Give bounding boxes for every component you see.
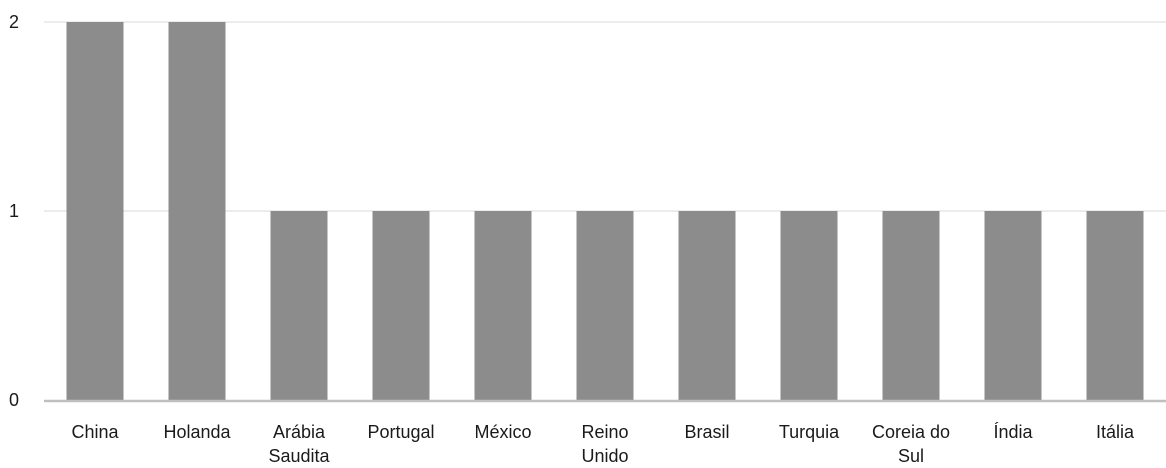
x-category-labels: China Holanda Arábia Saudita Portugal México R… [71, 422, 1135, 466]
x-category-label-line: Turquia [779, 422, 840, 442]
bar [780, 211, 838, 400]
x-category-label-line: China [71, 422, 119, 442]
bars [66, 22, 1144, 400]
bar [678, 211, 736, 400]
bar [66, 22, 124, 400]
x-category-label-line: Unido [581, 446, 628, 466]
x-category-label-line: Brasil [684, 422, 729, 442]
x-category-label-line: Reino [581, 422, 628, 442]
x-category-label-line: Índia [993, 422, 1033, 442]
x-category-label: Índia [993, 422, 1033, 442]
bar [882, 211, 940, 400]
x-category-label: Portugal [367, 422, 434, 442]
x-category-label: Coreia do Sul [872, 422, 950, 466]
bar [576, 211, 634, 400]
x-category-label: China [71, 422, 119, 442]
x-category-label-line: Saudita [268, 446, 330, 466]
x-category-label-line: Coreia do [872, 422, 950, 442]
bar [474, 211, 532, 400]
y-tick-label: 2 [9, 12, 19, 32]
x-category-label-line: Itália [1096, 422, 1135, 442]
x-category-label-line: Holanda [163, 422, 231, 442]
x-category-label: Arábia Saudita [268, 422, 330, 466]
x-category-label: Brasil [684, 422, 729, 442]
x-category-label: Holanda [163, 422, 231, 442]
bar [372, 211, 430, 400]
x-category-label: Itália [1096, 422, 1135, 442]
x-category-label: México [474, 422, 531, 442]
x-category-label-line: Portugal [367, 422, 434, 442]
x-category-label: Reino Unido [581, 422, 628, 466]
bar [168, 22, 226, 400]
x-category-label-line: Arábia [273, 422, 326, 442]
bar [1086, 211, 1144, 400]
bar [984, 211, 1042, 400]
y-tick-labels: 0 1 2 [9, 12, 19, 410]
y-tick-label: 1 [9, 201, 19, 221]
x-category-label-line: Sul [898, 446, 924, 466]
y-tick-label: 0 [9, 390, 19, 410]
x-category-label: Turquia [779, 422, 840, 442]
bar [270, 211, 328, 400]
x-category-label-line: México [474, 422, 531, 442]
